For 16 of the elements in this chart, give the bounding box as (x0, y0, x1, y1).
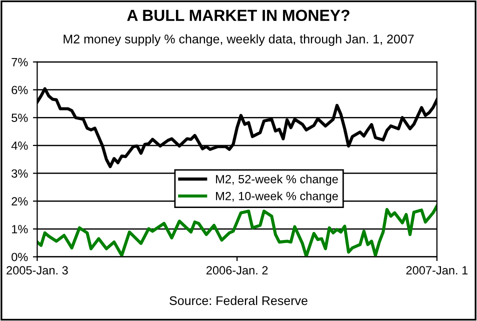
chart-subtitle: M2 money supply % change, weekly data, through Jan. 1, 2007 (64, 34, 414, 46)
x-tick-label: 2005-Jan. 3 (6, 266, 68, 274)
source-note: Source: Federal Reserve (170, 296, 308, 306)
y-tick-label: 4% (11, 142, 28, 150)
y-tick-label: 1% (12, 225, 28, 234)
y-tick-label: 2% (12, 197, 28, 206)
legend-label: M2, 10-week % change (216, 192, 338, 203)
y-tick-label: 6% (12, 86, 28, 94)
y-tick-label: 3% (12, 169, 28, 178)
x-tick-label: 2007-Jan. 1 (406, 266, 468, 274)
y-tick-label: 7% (12, 58, 28, 66)
chart-title: A BULL MARKET IN MONEY? (127, 10, 350, 22)
x-tick-label: 2006-Jan. 2 (206, 266, 268, 274)
y-tick-label: 0% (12, 252, 28, 262)
legend-label: M2, 52-week % change (216, 174, 338, 186)
y-tick-label: 5% (12, 114, 28, 122)
